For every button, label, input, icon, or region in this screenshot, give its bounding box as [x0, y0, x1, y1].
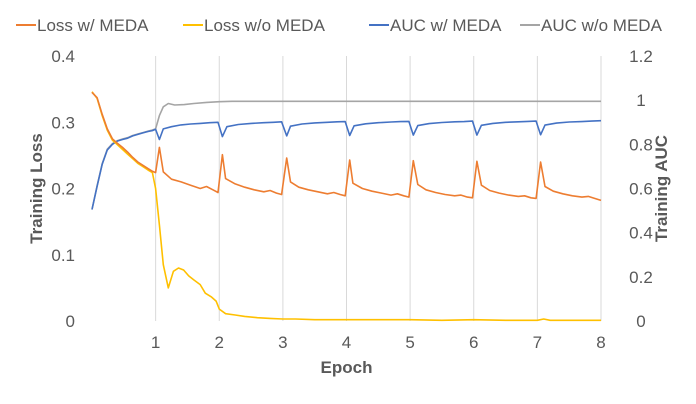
left-y-axis-title: Training Loss [27, 133, 46, 244]
legend: Loss w/ MEDA Loss w/o MEDA AUC w/ MEDA AUC … [16, 16, 663, 35]
left-y-tick-label: 0 [66, 312, 75, 331]
right-y-tick-label: 1.2 [629, 47, 653, 66]
x-tick-label: 4 [342, 333, 351, 352]
x-tick-label: 8 [596, 333, 605, 352]
x-tick-label: 2 [215, 333, 224, 352]
x-tick-label: 6 [469, 333, 478, 352]
left-y-tick-label: 0.3 [51, 113, 75, 132]
series-lines [91, 91, 602, 322]
right-y-tick-label: 0.2 [629, 268, 653, 287]
left-y-axis-ticks: 0 0.1 0.2 0.3 0.4 [51, 47, 75, 331]
right-y-tick-label: 0.8 [629, 135, 653, 154]
right-y-tick-label: 0.4 [629, 224, 653, 243]
x-tick-label: 1 [151, 333, 160, 352]
series-line-1 [91, 91, 601, 322]
series-line-2 [91, 119, 602, 210]
x-tick-label: 7 [533, 333, 542, 352]
legend-label: AUC w/o MEDA [541, 16, 663, 35]
x-tick-label: 5 [405, 333, 414, 352]
x-tick-label: 3 [278, 333, 287, 352]
legend-label: Loss w/ MEDA [37, 16, 149, 35]
legend-label: Loss w/o MEDA [204, 16, 326, 35]
legend-item: Loss w/ MEDA [16, 16, 149, 35]
left-y-tick-label: 0.1 [51, 246, 75, 265]
legend-item: AUC w/o MEDA [520, 16, 663, 35]
right-y-tick-label: 0 [636, 312, 645, 331]
right-y-axis-ticks: 0 0.2 0.4 0.6 0.8 1 1.2 [629, 47, 653, 331]
legend-item: AUC w/ MEDA [369, 16, 502, 35]
left-y-tick-label: 0.4 [51, 47, 75, 66]
right-y-tick-label: 0.6 [629, 180, 653, 199]
right-y-tick-label: 1 [636, 91, 645, 110]
x-axis-ticks: 1 2 3 4 5 6 7 8 [151, 333, 606, 352]
left-y-tick-label: 0.2 [51, 180, 75, 199]
x-axis-title: Epoch [321, 358, 373, 377]
legend-item: Loss w/o MEDA [183, 16, 326, 35]
legend-label: AUC w/ MEDA [390, 16, 502, 35]
gridlines [155, 56, 602, 321]
right-y-axis-title: Training AUC [652, 135, 671, 242]
series-line-0 [91, 91, 602, 202]
